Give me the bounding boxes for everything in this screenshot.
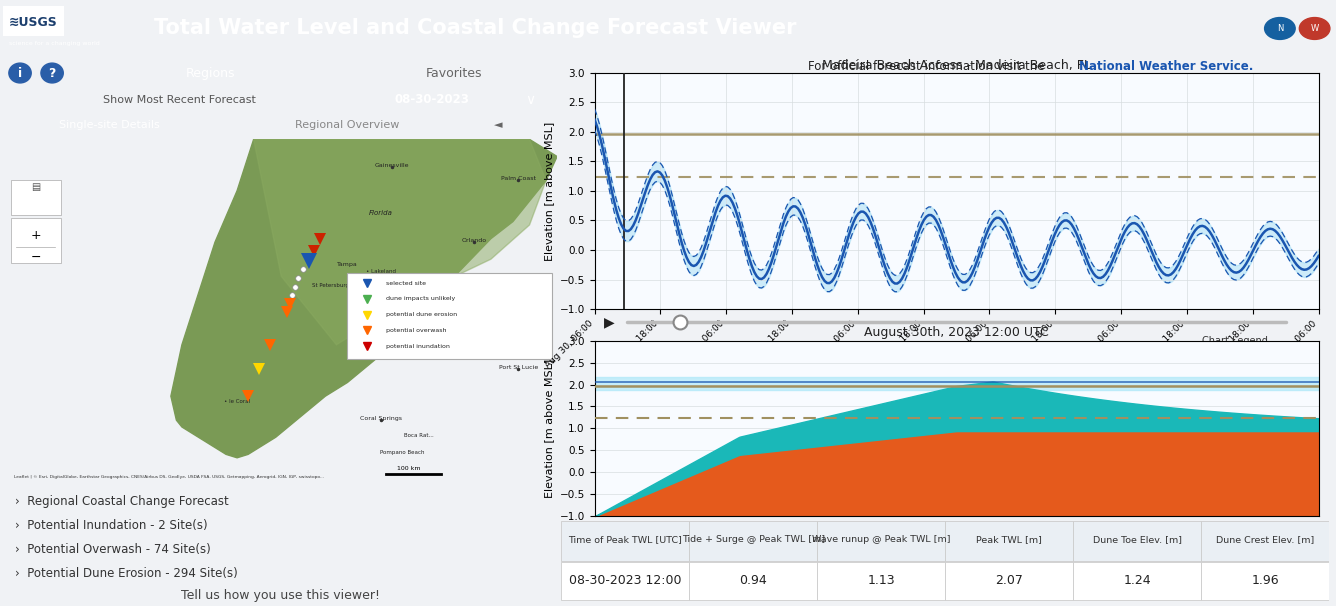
Bar xyxy=(11,218,60,262)
Text: Melbourne: Melbourne xyxy=(497,290,529,295)
Text: Regional Overview: Regional Overview xyxy=(294,121,399,130)
Bar xyxy=(347,273,552,359)
Text: W: W xyxy=(1311,24,1319,33)
Text: For official forecast information visit the: For official forecast information visit … xyxy=(808,60,1049,73)
Bar xyxy=(946,521,1073,561)
Text: potential inundation: potential inundation xyxy=(386,344,450,348)
Text: Tide + Surge @ Peak TWL [m]: Tide + Surge @ Peak TWL [m] xyxy=(681,535,824,544)
Text: ▤: ▤ xyxy=(31,182,40,192)
Text: Boca Rat...: Boca Rat... xyxy=(405,433,434,438)
Text: • le Coral: • le Coral xyxy=(224,399,250,404)
Text: Total Water Level and Coastal Change Forecast Viewer: Total Water Level and Coastal Change For… xyxy=(154,18,796,39)
Bar xyxy=(1073,521,1201,561)
Text: potential dune erosion: potential dune erosion xyxy=(386,312,457,317)
Polygon shape xyxy=(171,139,557,458)
Text: Regions: Regions xyxy=(186,67,235,79)
Text: St Petersburg: St Petersburg xyxy=(313,282,350,288)
Text: 1.24: 1.24 xyxy=(1124,574,1152,587)
Text: ›  Potential Overwash - 74 Site(s): › Potential Overwash - 74 Site(s) xyxy=(15,543,211,556)
Text: 08-30-2023: 08-30-2023 xyxy=(394,93,469,107)
Polygon shape xyxy=(254,139,546,345)
Text: ▶: ▶ xyxy=(604,315,615,330)
Text: +: + xyxy=(31,228,41,242)
Bar xyxy=(946,562,1073,601)
Text: ?: ? xyxy=(48,67,56,79)
Y-axis label: Elevation [m above MSL]: Elevation [m above MSL] xyxy=(544,121,554,261)
Text: Wave runup @ Peak TWL [m]: Wave runup @ Peak TWL [m] xyxy=(812,535,950,544)
Text: selected site: selected site xyxy=(386,281,426,285)
Text: Dune Toe Elev. [m]: Dune Toe Elev. [m] xyxy=(1093,535,1182,544)
Text: 2.07: 2.07 xyxy=(995,574,1023,587)
Text: Leaflet | © Esri, DigitalGlobe, Earthstar Geographics, CNES/Airbus DS, GeoEye, U: Leaflet | © Esri, DigitalGlobe, Earthsta… xyxy=(13,474,323,479)
Bar xyxy=(818,521,946,561)
Text: potential overwash: potential overwash xyxy=(386,328,446,333)
Text: • Lakeland: • Lakeland xyxy=(366,269,395,274)
Text: Orlando: Orlando xyxy=(462,238,486,243)
Text: i: i xyxy=(17,67,23,79)
Text: ›  Regional Coastal Change Forecast: › Regional Coastal Change Forecast xyxy=(15,494,228,508)
Text: Palm Bay: Palm Bay xyxy=(488,324,517,328)
Text: ›  Potential Dune Erosion - 294 Site(s): › Potential Dune Erosion - 294 Site(s) xyxy=(15,567,238,581)
Text: Show Most Recent Forecast: Show Most Recent Forecast xyxy=(103,95,255,105)
Text: Florida: Florida xyxy=(369,210,393,216)
Text: 1.96: 1.96 xyxy=(1252,574,1279,587)
Circle shape xyxy=(9,63,31,83)
Text: 0.94: 0.94 xyxy=(739,574,767,587)
Bar xyxy=(1201,521,1329,561)
Text: Single-site Details: Single-site Details xyxy=(59,121,159,130)
Text: Chart Legend: Chart Legend xyxy=(1201,336,1268,347)
Text: 08-30-2023 12:00: 08-30-2023 12:00 xyxy=(569,574,681,587)
Text: National Weather Service.: National Weather Service. xyxy=(1079,60,1253,73)
Circle shape xyxy=(1300,18,1329,39)
Text: Tell us how you use this viewer!: Tell us how you use this viewer! xyxy=(182,588,379,602)
Text: Peak TWL [m]: Peak TWL [m] xyxy=(977,535,1042,544)
Title: August 30th, 2023 12:00 UTC: August 30th, 2023 12:00 UTC xyxy=(864,327,1049,339)
Text: science for a changing world: science for a changing world xyxy=(9,41,100,46)
Bar xyxy=(1201,562,1329,601)
Text: ≋USGS: ≋USGS xyxy=(9,16,57,29)
Circle shape xyxy=(41,63,63,83)
Text: N: N xyxy=(1277,24,1283,33)
Text: Tampa: Tampa xyxy=(337,262,358,267)
Title: Madeira Beach Access - Madeira Beach, FL: Madeira Beach Access - Madeira Beach, FL xyxy=(822,59,1092,72)
Text: 100 km: 100 km xyxy=(397,466,421,471)
Bar xyxy=(11,181,60,215)
Text: Favorites: Favorites xyxy=(426,67,482,79)
Text: ∨: ∨ xyxy=(525,93,536,107)
Text: −: − xyxy=(31,251,41,264)
Text: Coral Springs: Coral Springs xyxy=(359,416,402,421)
Bar xyxy=(818,562,946,601)
Bar xyxy=(561,562,689,601)
Bar xyxy=(689,562,818,601)
Text: Gainesville: Gainesville xyxy=(374,163,409,168)
Y-axis label: Elevation [m above MSL]: Elevation [m above MSL] xyxy=(544,359,554,498)
Text: Port St Lucie: Port St Lucie xyxy=(498,365,538,370)
Bar xyxy=(3,6,64,36)
Text: dune impacts unlikely: dune impacts unlikely xyxy=(386,296,456,301)
Text: Time of Peak TWL [UTC]: Time of Peak TWL [UTC] xyxy=(568,535,683,544)
Text: ›  Potential Inundation - 2 Site(s): › Potential Inundation - 2 Site(s) xyxy=(15,519,208,532)
Circle shape xyxy=(1265,18,1295,39)
Text: 1.13: 1.13 xyxy=(867,574,895,587)
Text: Palm Coast: Palm Coast xyxy=(501,176,536,181)
Text: Pompano Beach: Pompano Beach xyxy=(381,450,425,455)
Bar xyxy=(1073,562,1201,601)
Text: ◄: ◄ xyxy=(494,121,502,130)
Bar xyxy=(689,521,818,561)
Bar xyxy=(561,521,689,561)
Text: Dune Crest Elev. [m]: Dune Crest Elev. [m] xyxy=(1216,535,1315,544)
